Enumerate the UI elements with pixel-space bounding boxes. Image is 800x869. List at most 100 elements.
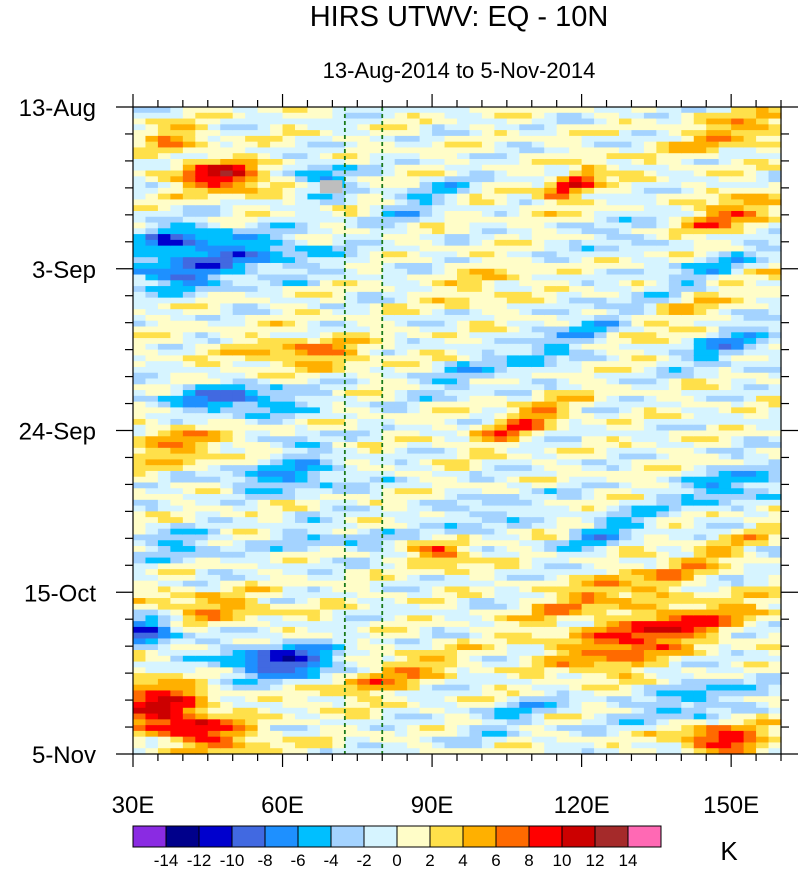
heatmap-cell [469,112,483,120]
heatmap-cell [207,511,221,518]
heatmap-cell [631,505,645,512]
heatmap-cell [481,540,495,547]
heatmap-cell [245,274,259,281]
heatmap-cell [432,736,446,744]
heatmap-cell [394,413,408,420]
heatmap-cell [307,407,321,414]
heatmap-cell [643,424,657,432]
heatmap-cell [569,418,583,426]
heatmap-cell [307,262,321,270]
heatmap-cell [182,355,196,362]
heatmap-cell [481,262,495,270]
heatmap-cell [506,395,520,403]
heatmap-cell [594,141,608,149]
heatmap-cell [295,730,309,738]
heatmap-cell [257,176,271,183]
heatmap-cell [656,309,670,316]
heatmap-cell [382,355,396,362]
heatmap-cell [157,320,171,328]
heatmap-cell [544,378,558,385]
heatmap-cell [619,170,633,177]
heatmap-cell [182,655,196,663]
heatmap-cell [257,147,271,154]
heatmap-cell [295,667,309,674]
heatmap-cell [519,465,533,472]
heatmap-cell [394,540,408,547]
heatmap-cell [656,118,670,125]
heatmap-cell [382,320,396,328]
heatmap-cell [232,332,246,339]
heatmap-cell [357,482,371,489]
heatmap-cell [481,702,495,709]
heatmap-cell [357,551,371,559]
heatmap-cell [668,182,682,189]
heatmap-cell [544,615,558,622]
heatmap-cell [133,216,147,224]
heatmap-cell [232,678,246,686]
heatmap-cell [469,603,483,611]
heatmap-cell [207,401,221,408]
heatmap-cell [145,736,159,744]
heatmap-cell [631,574,645,582]
heatmap-cell [457,418,471,426]
heatmap-cell [631,546,645,553]
heatmap-cell [619,626,633,634]
heatmap-cell [295,551,309,559]
heatmap-cell [631,511,645,518]
heatmap-cell [257,586,271,593]
heatmap-cell [444,309,458,316]
heatmap-cell [245,118,259,125]
heatmap-cell [432,413,446,420]
heatmap-cell [407,632,421,640]
heatmap-cell [432,158,446,166]
heatmap-cell [245,257,259,264]
heatmap-cell [382,210,396,218]
heatmap-cell [619,551,633,559]
heatmap-cell [544,245,558,253]
heatmap-cell [232,621,246,628]
heatmap-cell [207,390,221,397]
heatmap-cell [382,286,396,293]
heatmap-cell [307,626,321,634]
heatmap-cell [133,228,147,235]
heatmap-cell [182,314,196,322]
heatmap-cell [157,713,171,720]
heatmap-cell [469,632,483,640]
heatmap-cell [519,476,533,484]
heatmap-cell [619,158,633,166]
heatmap-cell [220,407,234,414]
heatmap-cell [481,153,495,160]
heatmap-cell [531,534,545,541]
heatmap-cell [581,574,595,582]
heatmap-cell [544,390,558,397]
heatmap-cell [656,655,670,663]
heatmap-cell [519,107,533,114]
heatmap-cell [257,748,271,755]
heatmap-cell [245,569,259,576]
heatmap-cell [419,205,433,212]
heatmap-cell [594,621,608,628]
heatmap-cell [245,534,259,541]
heatmap-cell [419,112,433,120]
heatmap-cell [232,748,246,755]
heatmap-cell [133,141,147,149]
heatmap-cell [245,424,259,432]
heatmap-cell [619,621,633,628]
heatmap-cell [282,193,296,201]
heatmap-cell [594,447,608,455]
heatmap-cell [506,112,520,120]
heatmap-cell [419,465,433,472]
heatmap-cell [656,372,670,380]
heatmap-cell [170,488,184,495]
heatmap-cell [319,332,333,339]
heatmap-cell [170,245,184,253]
heatmap-cell [519,580,533,588]
heatmap-cell [332,534,346,541]
heatmap-cell [432,436,446,443]
heatmap-cell [195,494,209,501]
heatmap-cell [207,540,221,547]
heatmap-cell [519,696,533,703]
heatmap-cell [494,476,508,484]
heatmap-cell [182,465,196,472]
heatmap-cell [506,696,520,703]
